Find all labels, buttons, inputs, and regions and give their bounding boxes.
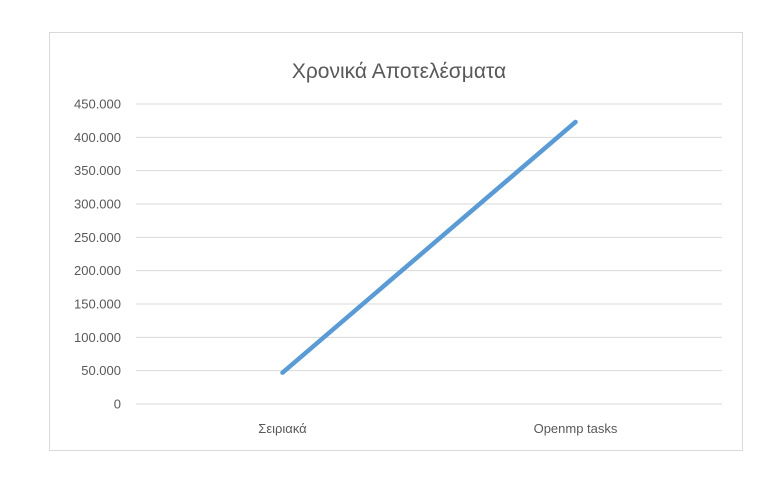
y-tick-label-9: 450.000 — [74, 97, 121, 112]
x-category-label-0: Σειριακά — [258, 421, 307, 436]
series-line-0 — [280, 119, 578, 375]
y-tick-label-3: 150.000 — [74, 297, 121, 312]
y-tick-label-8: 400.000 — [74, 130, 121, 145]
y-tick-label-0: 0 — [114, 397, 121, 412]
y-axis-tick-labels: 0 50.000 100.000 150.000 200.000 250.000 300.0… — [74, 97, 121, 412]
y-tick-label-1: 50.000 — [81, 363, 121, 378]
chart-area — [49, 32, 743, 451]
series-layer — [280, 119, 578, 375]
data-point-0-0 — [280, 370, 285, 375]
y-tick-label-2: 100.000 — [74, 330, 121, 345]
chart-title: Χρονικά Αποτελέσματα — [292, 60, 506, 83]
x-category-label-1: Openmp tasks — [534, 421, 618, 436]
y-tick-label-7: 350.000 — [74, 163, 121, 178]
data-point-0-1 — [573, 120, 578, 124]
x-axis-category-labels: Σειριακά Openmp tasks — [258, 421, 618, 436]
y-tick-label-5: 250.000 — [74, 230, 121, 245]
gridlines — [136, 103, 722, 405]
y-tick-label-6: 300.000 — [74, 197, 121, 212]
y-tick-label-4: 200.000 — [74, 263, 121, 278]
